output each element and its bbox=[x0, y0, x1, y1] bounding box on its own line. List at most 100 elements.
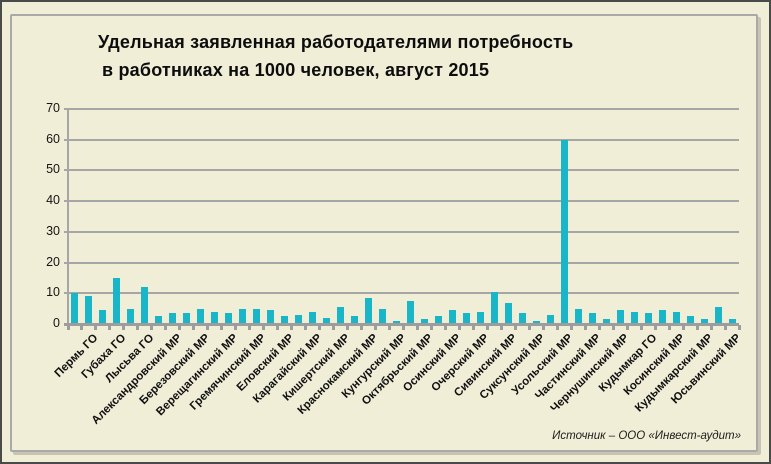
gridline-y10 bbox=[64, 292, 739, 295]
x-axis-tick bbox=[723, 325, 727, 330]
bar bbox=[714, 307, 722, 324]
bar bbox=[490, 291, 498, 324]
x-axis-tick bbox=[248, 325, 252, 330]
gridline-y40 bbox=[64, 200, 739, 203]
x-axis-tick bbox=[108, 325, 112, 330]
x-axis-tick bbox=[374, 325, 378, 330]
x-axis-tick bbox=[555, 325, 559, 330]
bar bbox=[504, 302, 512, 324]
chart-frame bbox=[10, 14, 758, 452]
x-axis-tick bbox=[639, 325, 643, 330]
bar bbox=[267, 310, 275, 324]
y-axis-label: 30 bbox=[46, 223, 60, 238]
chart-title-line1: Удельная заявленная работодателями потре… bbox=[98, 32, 574, 52]
x-axis-tick bbox=[206, 325, 210, 330]
bar bbox=[686, 316, 694, 324]
bar bbox=[309, 311, 317, 324]
bar bbox=[169, 313, 177, 324]
x-axis-tick bbox=[234, 325, 238, 330]
bar bbox=[406, 300, 414, 324]
x-axis-tick bbox=[402, 325, 405, 330]
chart-title-line2: в работниках на 1000 человек, август 201… bbox=[102, 60, 490, 80]
x-axis-tick bbox=[80, 325, 84, 330]
x-axis-tick bbox=[290, 325, 294, 330]
bar bbox=[365, 297, 373, 324]
x-axis-tick bbox=[527, 325, 531, 330]
x-axis-tick bbox=[150, 325, 154, 330]
bar bbox=[658, 310, 666, 324]
bar bbox=[211, 311, 219, 324]
bar bbox=[183, 313, 191, 324]
x-axis-tick bbox=[122, 325, 126, 330]
chart-title: Удельная заявленная работодателями потре… bbox=[98, 28, 718, 84]
bar bbox=[588, 313, 596, 324]
bar bbox=[616, 310, 624, 324]
bar bbox=[700, 319, 708, 324]
bar bbox=[141, 287, 149, 324]
y-axis-label: 20 bbox=[46, 254, 60, 269]
bar bbox=[560, 139, 568, 324]
bar bbox=[420, 319, 428, 324]
x-axis-tick bbox=[178, 325, 182, 330]
x-axis-tick bbox=[388, 325, 392, 330]
x-axis-tick bbox=[667, 325, 671, 330]
bar bbox=[434, 316, 442, 324]
x-axis-tick bbox=[499, 325, 503, 330]
bar bbox=[476, 311, 484, 324]
x-axis-tick bbox=[332, 325, 336, 330]
y-axis-label: 50 bbox=[46, 162, 60, 177]
bar bbox=[630, 311, 638, 324]
bar bbox=[546, 314, 554, 324]
x-axis-tick bbox=[611, 325, 615, 330]
bar bbox=[155, 316, 163, 324]
x-axis-tick bbox=[471, 325, 475, 330]
bar bbox=[99, 310, 107, 324]
x-axis-tick bbox=[262, 325, 266, 330]
source-note: Источник – ООО «Инвест-аудит» bbox=[552, 430, 741, 442]
x-axis-tick bbox=[164, 325, 168, 330]
bar bbox=[728, 319, 736, 324]
bar bbox=[672, 311, 680, 324]
y-axis-label: 70 bbox=[46, 101, 60, 115]
x-axis-tick bbox=[429, 325, 433, 330]
x-axis-tick bbox=[513, 325, 517, 330]
y-axis-label: 10 bbox=[46, 285, 60, 300]
bar bbox=[127, 308, 135, 324]
x-axis-tick bbox=[94, 325, 98, 330]
bar bbox=[351, 316, 359, 324]
x-axis-tick bbox=[346, 325, 350, 330]
x-axis-tick bbox=[597, 325, 601, 330]
gridline-y50 bbox=[64, 169, 739, 172]
x-axis-tick bbox=[66, 325, 70, 330]
bar bbox=[197, 308, 205, 324]
bar bbox=[532, 320, 540, 324]
bar bbox=[574, 308, 582, 324]
bar bbox=[113, 277, 121, 324]
x-axis-tick bbox=[304, 325, 308, 330]
bar bbox=[225, 313, 233, 324]
x-axis-tick bbox=[276, 325, 280, 330]
bar bbox=[393, 320, 400, 324]
x-axis-tick bbox=[457, 325, 461, 330]
bar bbox=[253, 308, 261, 324]
gridline-y20 bbox=[64, 261, 739, 264]
bar bbox=[323, 317, 331, 324]
y-axis-label: 0 bbox=[53, 316, 60, 330]
x-axis-tick bbox=[681, 325, 685, 330]
bar bbox=[644, 313, 652, 324]
x-axis-tick bbox=[360, 325, 364, 330]
bar bbox=[85, 296, 93, 324]
x-axis-line bbox=[64, 323, 739, 326]
x-axis-tick bbox=[653, 325, 657, 330]
x-axis-tick bbox=[569, 325, 573, 330]
x-axis-tick bbox=[192, 325, 196, 330]
x-axis-tick bbox=[583, 325, 587, 330]
gridline-y30 bbox=[64, 230, 739, 233]
x-axis-tick bbox=[709, 325, 713, 330]
bar bbox=[71, 293, 79, 324]
x-axis-tick bbox=[695, 325, 699, 330]
y-axis-label: 60 bbox=[46, 131, 60, 146]
bar bbox=[295, 314, 303, 324]
y-axis-line bbox=[67, 109, 69, 328]
